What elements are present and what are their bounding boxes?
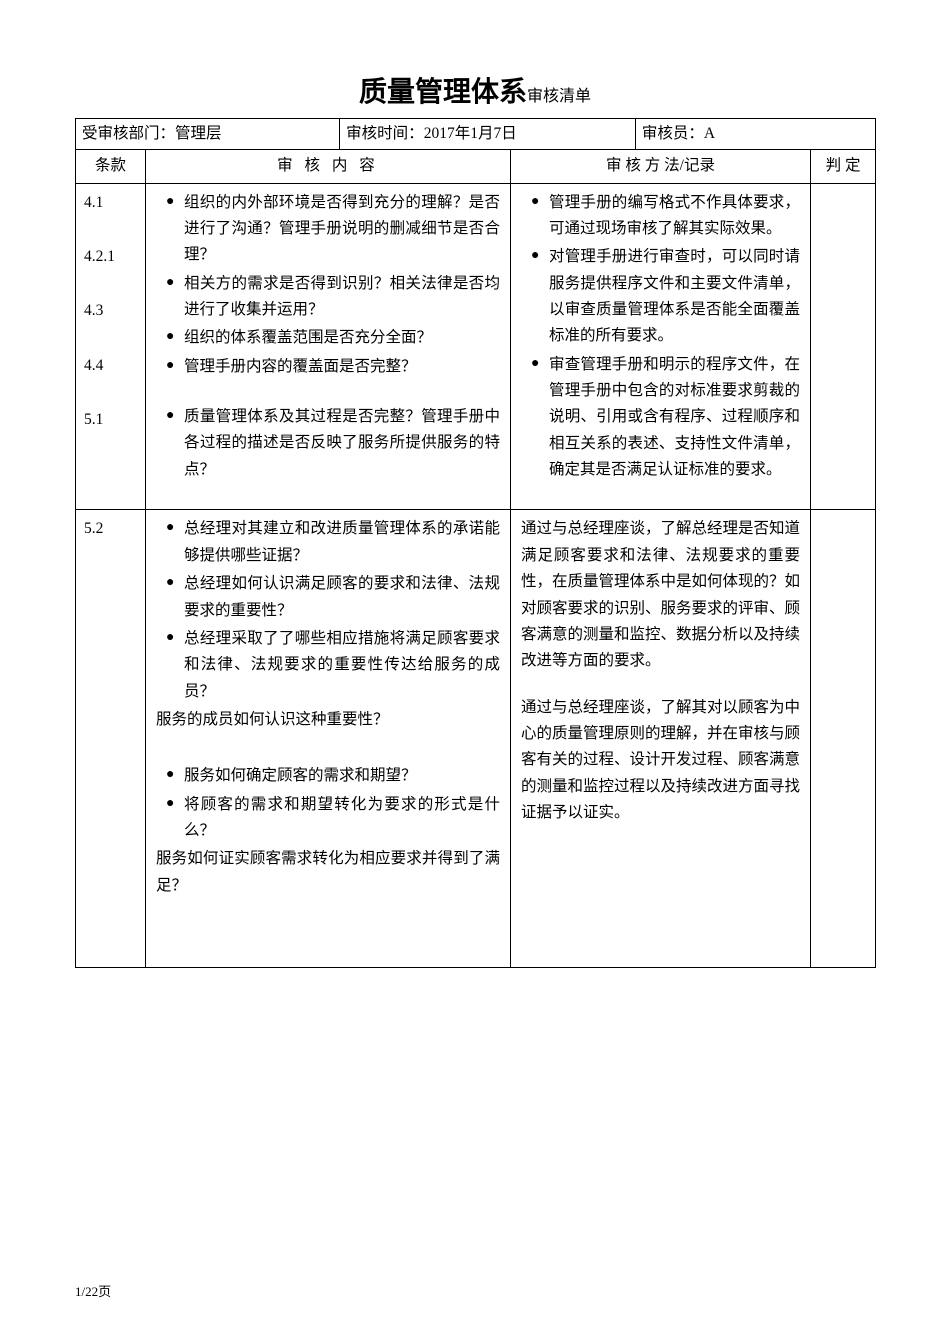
- content-item: 将顾客的需求和期望转化为要求的形式是什么？: [156, 792, 500, 845]
- time-label: 审核时间：: [346, 125, 424, 142]
- content-item: 质量管理体系及其过程是否完整？管理手册中各过程的描述是否反映了服务所提供服务的特…: [156, 404, 500, 483]
- auditor-label: 审核员：: [642, 125, 704, 142]
- dept-label: 受审核部门：: [82, 125, 175, 142]
- content-plain: 服务如何证实顾客需求转化为相应要求并得到了满足？: [156, 846, 500, 899]
- clause-cell-2: 5.2: [76, 510, 146, 967]
- method-cell-2: 通过与总经理座谈，了解总经理是否知道满足顾客要求和法律、法规要求的重要性，在质量…: [511, 510, 811, 967]
- body-row-1: 4.1 4.2.1 4.3 4.4 5.1 组织的内外部环境是否得到充分的理解？…: [76, 183, 876, 510]
- clause-5.1: 5.1: [84, 407, 137, 433]
- title-main: 质量管理体系: [359, 77, 527, 108]
- clause-4.1: 4.1: [84, 190, 137, 216]
- col-verdict: 判 定: [811, 150, 876, 183]
- method-para: 通过与总经理座谈，了解总经理是否知道满足顾客要求和法律、法规要求的重要性，在质量…: [521, 516, 800, 674]
- content-plain: 服务的成员如何认识这种重要性？: [156, 707, 500, 733]
- content-item: 管理手册内容的覆盖面是否完整？: [156, 354, 500, 380]
- method-para: 通过与总经理座谈，了解其对以顾客为中心的质量管理原则的理解，并在审核与顾客有关的…: [521, 695, 800, 827]
- document-title: 质量管理体系审核清单: [75, 70, 875, 110]
- title-sub: 审核清单: [527, 88, 591, 105]
- clause-4.4: 4.4: [84, 353, 137, 379]
- clause-4.3: 4.3: [84, 298, 137, 324]
- clause-cell-1: 4.1 4.2.1 4.3 4.4 5.1: [76, 183, 146, 510]
- col-content: 审 核 内 容: [146, 150, 511, 183]
- column-header-row: 条款 审 核 内 容 审 核 方 法/记录 判 定: [76, 150, 876, 183]
- content-item: 总经理对其建立和改进质量管理体系的承诺能够提供哪些证据？: [156, 516, 500, 569]
- content-item: 组织的体系覆盖范围是否充分全面？: [156, 325, 500, 351]
- method-item: 对管理手册进行审查时，可以同时请服务提供程序文件和主要文件清单，以审查质量管理体…: [521, 244, 800, 349]
- header-row: 受审核部门：管理层 审核时间：2017年1月7日 审核员：A: [76, 119, 876, 150]
- content-item: 相关方的需求是否得到识别？相关法律是否均进行了收集并运用？: [156, 271, 500, 324]
- verdict-cell-2: [811, 510, 876, 967]
- method-item: 管理手册的编写格式不作具体要求，可通过现场审核了解其实际效果。: [521, 190, 800, 243]
- verdict-cell-1: [811, 183, 876, 510]
- body-row-2: 5.2 总经理对其建立和改进质量管理体系的承诺能够提供哪些证据？ 总经理如何认识…: [76, 510, 876, 967]
- method-item: 审查管理手册和明示的程序文件，在管理手册中包含的对标准要求剪裁的说明、引用或含有…: [521, 352, 800, 484]
- content-cell-2: 总经理对其建立和改进质量管理体系的承诺能够提供哪些证据？ 总经理如何认识满足顾客…: [146, 510, 511, 967]
- clause-5.2: 5.2: [84, 516, 137, 542]
- content-cell-1: 组织的内外部环境是否得到充分的理解？是否进行了沟通？管理手册说明的删减细节是否合…: [146, 183, 511, 510]
- col-method: 审 核 方 法/记录: [511, 150, 811, 183]
- content-item: 服务如何确定顾客的需求和期望？: [156, 763, 500, 789]
- content-item: 总经理如何认识满足顾客的要求和法律、法规要求的重要性？: [156, 571, 500, 624]
- time-value: 2017年1月7日: [424, 125, 517, 142]
- content-item: 总经理采取了了哪些相应措施将满足顾客要求和法律、法规要求的重要性传达给服务的成员…: [156, 626, 500, 705]
- method-cell-1: 管理手册的编写格式不作具体要求，可通过现场审核了解其实际效果。 对管理手册进行审…: [511, 183, 811, 510]
- auditor-value: A: [704, 125, 715, 142]
- page-number: 1/22页: [75, 1281, 111, 1300]
- dept-value: 管理层: [175, 125, 222, 142]
- content-item: 组织的内外部环境是否得到充分的理解？是否进行了沟通？管理手册说明的删减细节是否合…: [156, 190, 500, 269]
- clause-4.2.1: 4.2.1: [84, 244, 137, 270]
- audit-table: 受审核部门：管理层 审核时间：2017年1月7日 审核员：A 条款 审 核 内 …: [75, 118, 876, 968]
- col-clause: 条款: [76, 150, 146, 183]
